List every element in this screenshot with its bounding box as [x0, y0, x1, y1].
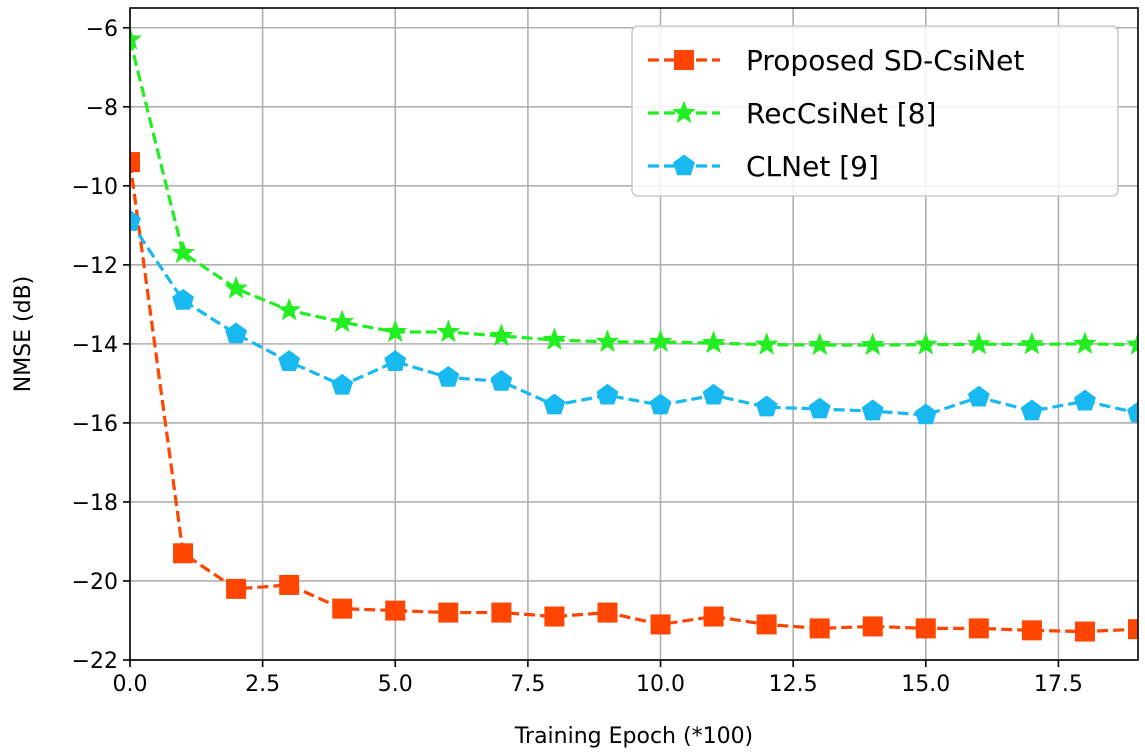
y-axis-label: NMSE (dB): [11, 276, 36, 393]
data-point: [808, 397, 831, 419]
x-tick-label: 17.5: [1034, 672, 1083, 697]
data-point: [1020, 399, 1043, 421]
data-point: [384, 350, 407, 371]
data-point: [1128, 619, 1138, 640]
data-point: [438, 602, 459, 623]
data-point: [915, 618, 936, 639]
legend-label: CLNet [9]: [746, 150, 879, 183]
data-point: [862, 616, 883, 637]
data-point: [543, 393, 566, 415]
legend-box: [631, 25, 1119, 197]
data-point: [130, 209, 141, 231]
data-point: [1126, 332, 1138, 355]
data-point: [130, 27, 142, 50]
legend-label: RecCsiNet [8]: [746, 97, 936, 130]
x-tick-label: 7.5: [510, 672, 545, 697]
data-point: [330, 309, 355, 333]
x-tick-label: 2.5: [245, 672, 280, 697]
y-tick-label: −14: [72, 333, 118, 358]
data-point: [173, 543, 194, 564]
legend-entry: Proposed SD-CsiNet: [648, 44, 1024, 77]
y-tick-label: −20: [72, 570, 118, 595]
data-point: [489, 323, 514, 347]
legend-label: Proposed SD-CsiNet: [746, 44, 1024, 77]
data-point: [225, 322, 248, 344]
data-point: [807, 332, 832, 356]
data-point: [968, 618, 989, 639]
data-point: [279, 574, 300, 595]
data-point: [1020, 331, 1044, 355]
data-point: [383, 319, 408, 343]
y-tick-label: −18: [72, 491, 118, 516]
x-tick-label: 0.0: [113, 672, 148, 697]
axis-ticks: 0.0 2.5 5.0 7.5 10.0 12.5 15.0 17.5 −22 −20 −18 −16…: [72, 17, 1083, 697]
data-point: [595, 329, 620, 353]
data-point: [650, 614, 671, 635]
series-layer: [130, 27, 1138, 642]
legend-swatch-marker: [674, 50, 694, 70]
data-point: [860, 332, 885, 356]
y-tick-label: −22: [72, 649, 118, 674]
data-point: [966, 331, 991, 355]
data-point: [385, 600, 406, 621]
legend-swatch-marker: [672, 100, 696, 124]
series-pentagon: [130, 209, 1138, 425]
y-tick-label: −8: [86, 96, 118, 121]
data-point: [702, 383, 725, 405]
data-point: [1073, 331, 1097, 354]
data-point: [437, 365, 460, 387]
x-axis-label: Training Epoch (*100): [514, 724, 753, 749]
data-point: [130, 152, 140, 173]
x-tick-label: 15.0: [901, 672, 950, 697]
series-line: [130, 220, 1138, 417]
series-star: [130, 27, 1138, 356]
data-point: [277, 297, 302, 321]
data-point: [967, 385, 990, 407]
data-point: [1074, 621, 1095, 642]
x-tick-label: 10.0: [636, 672, 685, 697]
y-tick-label: −6: [86, 17, 118, 42]
legend-swatch-marker: [673, 154, 695, 176]
data-point: [701, 330, 726, 354]
legend: Proposed SD-CsiNet RecCsiNet [8] CLNet [9]: [631, 25, 1119, 197]
y-tick-label: −10: [72, 175, 118, 200]
data-point: [756, 614, 777, 635]
x-tick-label: 5.0: [378, 672, 413, 697]
data-point: [913, 332, 938, 355]
data-point: [755, 395, 778, 417]
data-point: [542, 327, 567, 351]
data-point: [754, 332, 779, 355]
series-square: [130, 152, 1138, 642]
data-point: [596, 383, 619, 405]
data-point: [809, 618, 830, 639]
data-point: [703, 606, 724, 627]
data-point: [1074, 389, 1096, 411]
legend-entry: RecCsiNet [8]: [648, 97, 936, 130]
series-line: [130, 39, 1138, 347]
data-point: [861, 399, 884, 421]
y-tick-label: −12: [72, 254, 118, 279]
plot-frame: [129, 7, 1139, 661]
data-point: [278, 350, 301, 371]
data-point: [226, 578, 247, 599]
data-point: [1021, 620, 1042, 641]
data-point: [649, 393, 672, 415]
data-point: [436, 319, 461, 343]
data-point: [648, 329, 673, 353]
data-point: [491, 602, 512, 623]
data-point: [1127, 401, 1138, 423]
y-tick-label: −16: [72, 412, 118, 437]
data-point: [224, 276, 248, 299]
x-tick-label: 12.5: [769, 672, 818, 697]
data-point: [332, 598, 353, 619]
data-point: [544, 606, 565, 627]
data-point: [331, 373, 354, 395]
legend-entry: CLNet [9]: [648, 150, 879, 183]
data-point: [914, 403, 937, 425]
data-point: [172, 288, 194, 310]
data-point: [490, 369, 513, 391]
data-point: [171, 240, 195, 264]
data-point: [597, 602, 618, 623]
